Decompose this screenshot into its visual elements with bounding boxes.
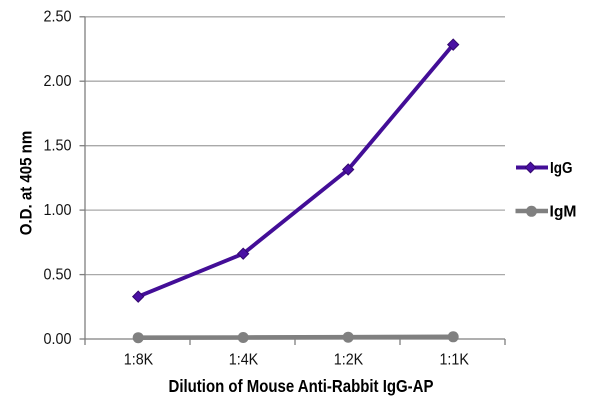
svg-text:0.00: 0.00 [44,331,72,348]
svg-text:1.00: 1.00 [44,202,72,219]
svg-text:2.00: 2.00 [44,73,72,90]
svg-text:1:1K: 1:1K [439,352,469,369]
svg-text:1:8K: 1:8K [124,352,154,369]
svg-text:0.50: 0.50 [44,267,72,284]
svg-text:1:4K: 1:4K [229,352,259,369]
svg-text:1:2K: 1:2K [334,352,364,369]
svg-text:IgG: IgG [550,160,573,177]
svg-text:2.50: 2.50 [44,9,72,26]
svg-text:1.50: 1.50 [44,138,72,155]
svg-text:Dilution of Mouse Anti-Rabbit: Dilution of Mouse Anti-Rabbit IgG-AP [169,376,434,396]
svg-text:O.D. at 405 nm: O.D. at 405 nm [16,131,35,236]
svg-text:IgM: IgM [550,204,577,221]
